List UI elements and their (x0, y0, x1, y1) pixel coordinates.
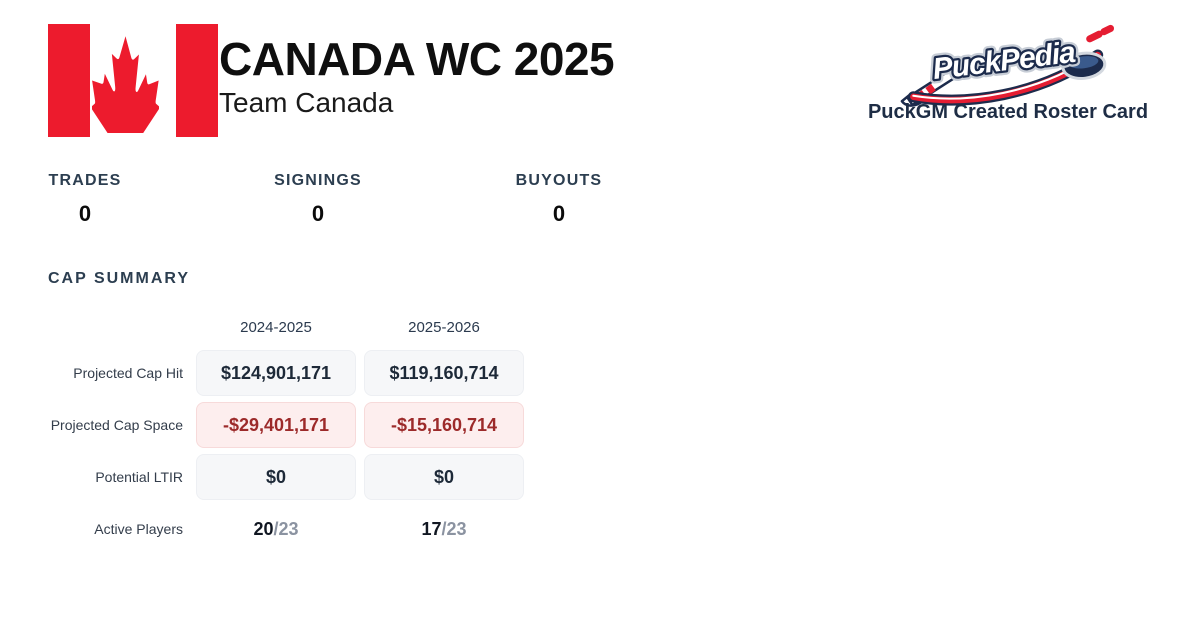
value-cell-negative: -$29,401,171 (196, 402, 356, 448)
value-cell-negative: -$15,160,714 (364, 402, 524, 448)
active-players-max: /23 (273, 518, 299, 539)
maple-leaf-icon (92, 36, 159, 133)
column-header-2025-2026: 2025-2026 (408, 318, 480, 336)
brand-caption: PuckGM Created Roster Card (867, 101, 1149, 123)
flag-white-field (90, 24, 176, 137)
stat-trades: TRADES 0 (48, 172, 122, 227)
puckpedia-logo-icon: PuckPedia PuckPedia (900, 24, 1115, 107)
brand-block: PuckPedia PuckPedia PuckGM Created Roste… (860, 24, 1156, 124)
stats-row: TRADES 0 SIGNINGS 0 BUYOUTS 0 (48, 172, 604, 227)
row-label-active-players: Active Players (94, 521, 183, 537)
value-cell: $0 (364, 454, 524, 500)
column-header-2024-2025: 2024-2025 (240, 318, 312, 336)
page-title: CANADA WC 2025 (219, 33, 615, 85)
stat-buyouts: BUYOUTS 0 (514, 172, 604, 227)
active-players-max: /23 (441, 518, 467, 539)
puck-icon (1061, 51, 1107, 80)
stat-value: 0 (552, 201, 566, 226)
stat-label: TRADES (48, 172, 122, 189)
active-players-cell: 17/23 (364, 506, 524, 552)
row-label-projected-cap-hit: Projected Cap Hit (73, 365, 183, 381)
stat-label: SIGNINGS (274, 172, 362, 189)
cap-summary-table: 2024-2025 2025-2026 Projected Cap Hit $1… (48, 310, 524, 552)
active-players-current: 17 (421, 518, 442, 539)
row-label-potential-ltir: Potential LTIR (95, 469, 183, 485)
stat-value: 0 (78, 201, 92, 226)
stat-signings: SIGNINGS 0 (270, 172, 366, 227)
flag-left-band (48, 24, 90, 137)
title-block: CANADA WC 2025 Team Canada (219, 33, 615, 118)
stat-label: BUYOUTS (515, 172, 603, 189)
active-players-current: 20 (253, 518, 274, 539)
page-subtitle: Team Canada (219, 87, 394, 118)
stat-value: 0 (311, 201, 325, 226)
canada-flag-icon (48, 24, 218, 137)
value-cell: $119,160,714 (364, 350, 524, 396)
flag-right-band (176, 24, 218, 137)
active-players-cell: 20/23 (196, 506, 356, 552)
value-cell: $124,901,171 (196, 350, 356, 396)
spacer-cell (48, 310, 188, 344)
cap-summary-title: CAP SUMMARY (48, 270, 191, 287)
row-label-projected-cap-space: Projected Cap Space (50, 417, 183, 433)
value-cell: $0 (196, 454, 356, 500)
